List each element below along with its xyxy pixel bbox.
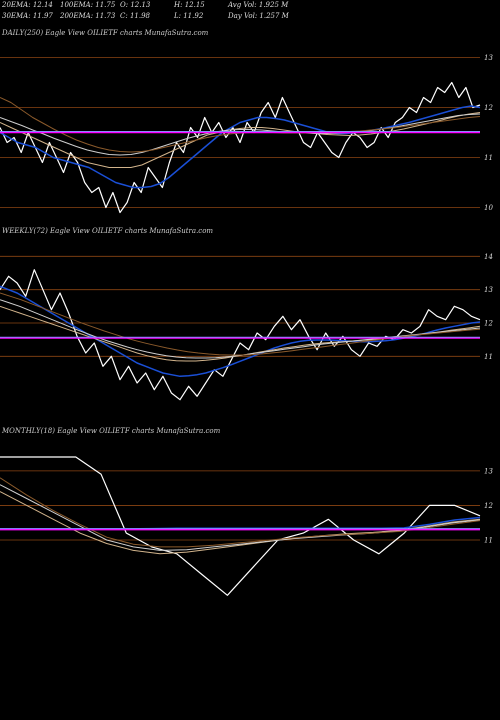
- daily-y-tick-label: 12: [484, 104, 493, 112]
- weekly-series-ema-slow: [0, 299, 481, 359]
- stat-close: C: 11.98: [120, 12, 150, 20]
- weekly-chart-title: WEEKLY(72) Eagle View OILIETF charts Mun…: [2, 227, 214, 235]
- monthly-y-tick-label: 13: [484, 467, 493, 475]
- daily-y-tick-label: 13: [484, 54, 493, 62]
- weekly-series-ema-mid: [0, 305, 481, 362]
- weekly-series-price: [0, 269, 481, 401]
- monthly-y-tick-label: 11: [484, 537, 493, 545]
- monthly-series-ema-slow: [0, 484, 481, 551]
- monthly-y-tick-label: 12: [484, 502, 493, 510]
- weekly-y-tick-label: 14: [484, 253, 493, 261]
- weekly-y-tick-label: 11: [484, 353, 493, 361]
- daily-series-price: [0, 81, 481, 214]
- monthly-series-ema-long: [0, 477, 481, 548]
- daily-chart-title: DAILY(250) Eagle View OILIETF charts Mun…: [2, 29, 209, 37]
- weekly-y-tick-label: 13: [484, 286, 493, 294]
- daily-chart: 10 11 12 13: [0, 54, 493, 214]
- stat-low: L: 11.92: [174, 12, 204, 20]
- stat-high: H: 12.15: [174, 1, 205, 9]
- weekly-y-tick-label: 12: [484, 320, 493, 328]
- daily-y-tick-label: 11: [484, 154, 493, 162]
- stat-ema100: 100EMA: 11.75: [60, 1, 116, 9]
- daily-series-ema-slow: [0, 113, 481, 156]
- monthly-chart-title: MONTHLY(18) Eagle View OILIETF charts Mu…: [2, 427, 221, 435]
- monthly-series-price: [0, 456, 481, 596]
- stat-ema200: 200EMA: 11.73: [60, 12, 116, 20]
- stat-dayvol: Day Vol: 1.257 M: [228, 12, 289, 20]
- stat-ema30: 30EMA: 11.97: [2, 12, 53, 20]
- monthly-chart: 11 12 13: [0, 456, 493, 596]
- monthly-series-ema-fast: [0, 516, 481, 530]
- daily-y-tick-label: 10: [484, 204, 493, 212]
- stat-ema20: 20EMA: 12.14: [2, 1, 53, 9]
- stat-open: O: 12.13: [120, 1, 151, 9]
- stat-avgvol: Avg Vol: 1.925 M: [228, 1, 289, 9]
- daily-series-ema-mid: [0, 112, 481, 168]
- weekly-chart: 11 12 13 14: [0, 253, 493, 401]
- daily-series-ema-fast: [0, 105, 481, 189]
